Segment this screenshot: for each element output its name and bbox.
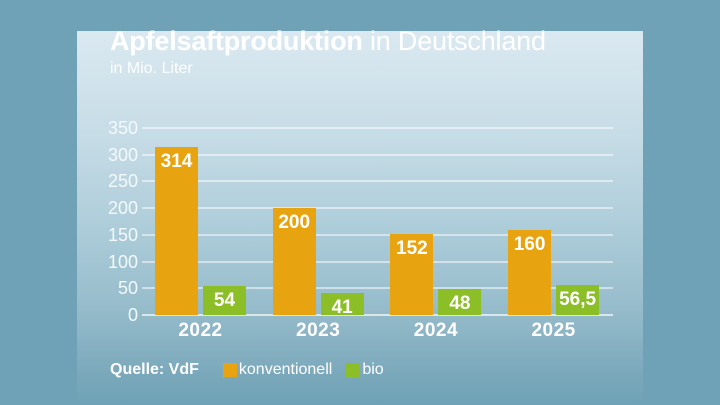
bar-value-label: 200 (278, 212, 311, 234)
bar-bio-2025 (556, 284, 600, 315)
gridline-0 (142, 314, 613, 316)
legend-label-konventionell: konventionell (238, 361, 333, 378)
footer-legend-row: Quelle: VdF konventionell bio (110, 361, 398, 379)
gridline-100 (142, 260, 613, 263)
legend-item-bio: bio (346, 361, 384, 379)
x-axis-category-label: 2024 (413, 320, 459, 341)
bar-value-label: 160 (513, 233, 546, 255)
gridline-50 (142, 287, 613, 290)
bar-value-label: 56,5 (559, 288, 597, 310)
bar-value-label: 48 (449, 293, 471, 315)
x-axis-category-label: 2022 (178, 320, 223, 341)
bar-value-label: 41 (331, 297, 353, 319)
y-axis-tick-label: 200 (107, 198, 138, 219)
konventionell-swatch-icon (222, 363, 237, 377)
y-axis-tick-label: 50 (117, 278, 138, 299)
bar-konventionell-2022 (155, 147, 198, 315)
y-axis-tick-label: 250 (107, 171, 138, 192)
y-axis-tick-label: 300 (107, 144, 138, 165)
gridline-300 (142, 153, 613, 156)
gridline-150 (142, 233, 613, 236)
source-credit: Quelle: VdF (110, 361, 199, 378)
y-axis-tick-label: 150 (107, 224, 138, 245)
y-axis-tick-label: 350 (107, 118, 138, 138)
legend-label-bio: bio (362, 361, 384, 378)
bar-bio-2024 (438, 289, 482, 315)
chart-unit-subtitle: in Mio. Liter (110, 60, 193, 77)
x-axis-category-label: 2025 (531, 320, 576, 341)
gridline-350 (142, 127, 613, 129)
y-axis-tick-label: 100 (107, 251, 138, 272)
title-block: Apfelsaftproduktion in Deutschland in Mi… (110, 26, 546, 78)
bar-bio-2023 (320, 293, 364, 315)
gridline-200 (142, 207, 613, 210)
legend-item-konventionell: konventionell (222, 361, 333, 379)
title-suffix: in Deutschland (362, 26, 546, 56)
bar-konventionell-2024 (390, 233, 434, 315)
page-title: Apfelsaftproduktion in Deutschland (110, 26, 546, 57)
bar-bio-2022 (203, 286, 246, 315)
title-main: Apfelsaftproduktion (110, 26, 363, 56)
bar-konventionell-2023 (272, 208, 316, 315)
bar-value-label: 152 (396, 237, 428, 259)
gridline-250 (142, 180, 613, 183)
x-axis-category-label: 2023 (296, 320, 341, 341)
bar-konventionell-2025 (508, 229, 552, 315)
bar-value-label: 54 (213, 290, 236, 312)
bio-swatch-icon (346, 363, 361, 377)
y-axis-tick-label: 0 (127, 305, 138, 325)
bar-value-label: 314 (160, 151, 193, 173)
